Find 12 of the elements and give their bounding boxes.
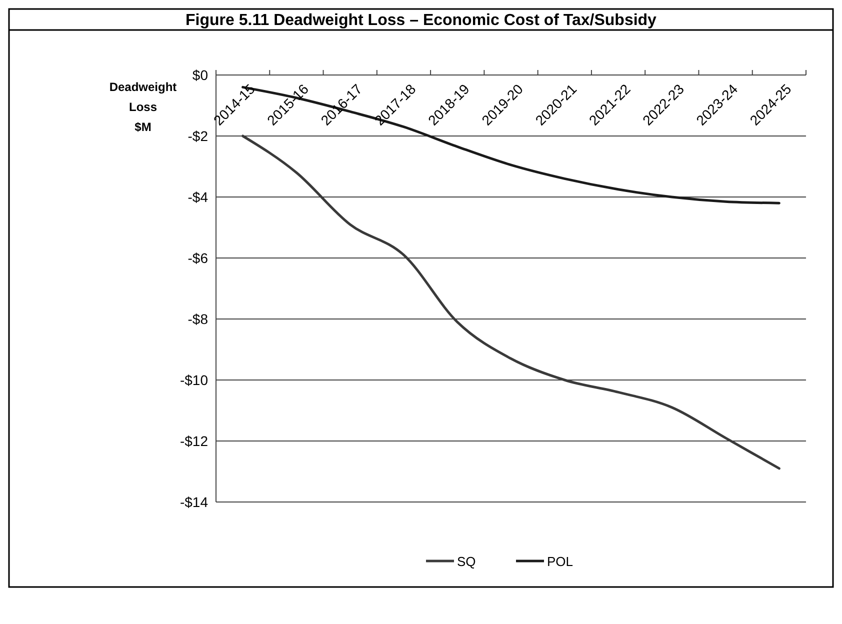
y-tick-label: -$8 — [188, 311, 208, 327]
y-tick-label: -$10 — [180, 372, 208, 388]
y-tick-label: -$14 — [180, 494, 208, 510]
y-axis-title: Deadweight Loss $M — [109, 80, 177, 134]
y-tick-label: -$2 — [188, 128, 208, 144]
y-tick-label: -$12 — [180, 433, 208, 449]
y-tick-label: $0 — [192, 67, 208, 83]
legend-label: SQ — [457, 554, 476, 569]
y-tick-label: -$4 — [188, 189, 208, 205]
y-tick-label: -$6 — [188, 250, 208, 266]
legend-label: POL — [547, 554, 574, 569]
chart-title: Figure 5.11 Deadweight Loss – Economic Cost of Tax/Subsidy — [186, 12, 657, 29]
